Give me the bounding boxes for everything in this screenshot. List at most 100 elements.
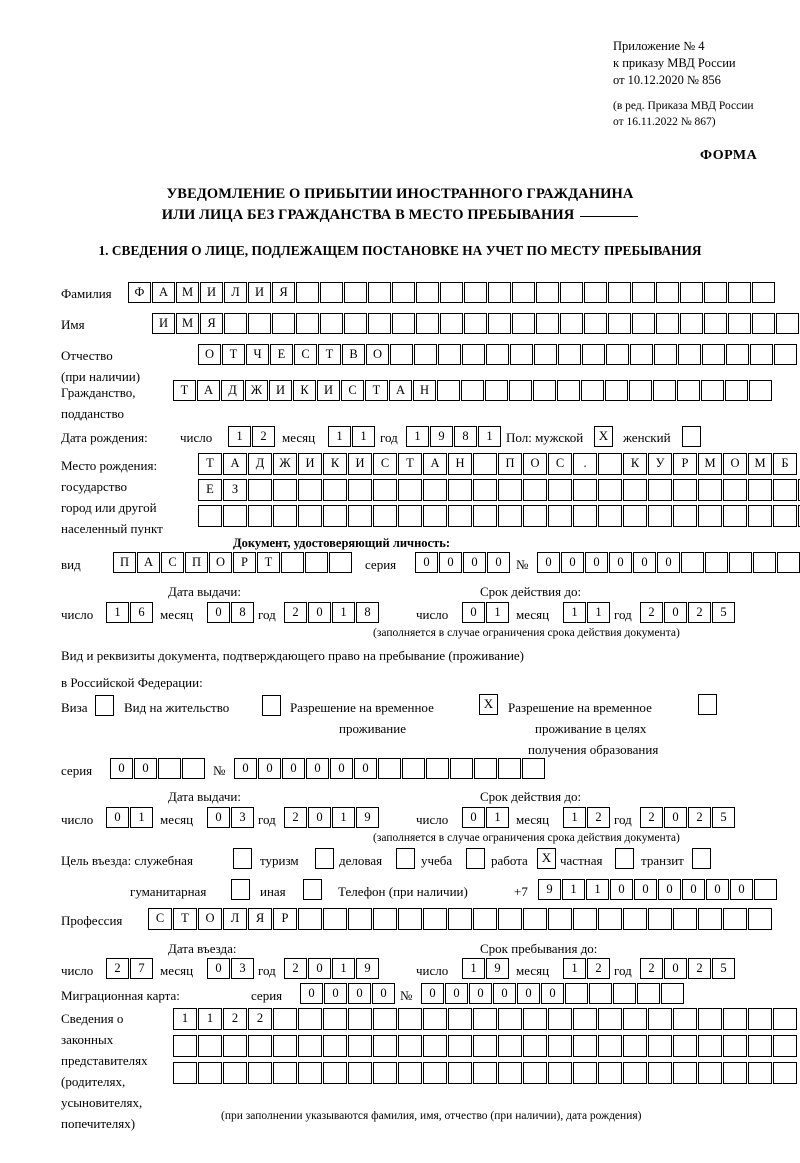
char-cell[interactable] — [344, 282, 367, 303]
char-cell[interactable] — [440, 313, 463, 334]
char-cell[interactable] — [398, 908, 422, 930]
char-cell[interactable]: 8 — [356, 602, 379, 623]
char-cell[interactable] — [416, 313, 439, 334]
char-cell[interactable] — [798, 479, 800, 501]
char-cell[interactable]: К — [323, 453, 347, 475]
char-cell[interactable] — [548, 908, 572, 930]
char-cell[interactable]: 1 — [332, 807, 355, 828]
char-cell[interactable] — [648, 479, 672, 501]
char-cell[interactable] — [223, 1062, 247, 1084]
char-cell[interactable] — [623, 505, 647, 527]
char-cell[interactable] — [298, 505, 322, 527]
checkbox-temp-residence[interactable]: X — [479, 694, 498, 715]
char-cell[interactable]: Т — [198, 453, 222, 475]
char-cell[interactable] — [473, 1008, 497, 1030]
char-cell[interactable] — [773, 505, 797, 527]
char-cell[interactable] — [461, 380, 484, 401]
char-cell[interactable]: 0 — [462, 807, 485, 828]
char-cell[interactable]: К — [623, 453, 647, 475]
char-cell[interactable]: 1 — [563, 958, 586, 979]
checkbox-purpose-humanitarian[interactable] — [231, 879, 250, 900]
char-cell[interactable] — [373, 1008, 397, 1030]
char-cell[interactable] — [648, 505, 672, 527]
char-cell[interactable]: А — [423, 453, 447, 475]
char-cell[interactable] — [348, 505, 372, 527]
char-cell[interactable]: М — [698, 453, 722, 475]
char-cell[interactable]: 0 — [207, 958, 230, 979]
char-cell[interactable]: 1 — [173, 1008, 197, 1030]
char-cell[interactable] — [462, 344, 485, 365]
char-cell[interactable] — [368, 282, 391, 303]
checkbox-purpose-other[interactable] — [303, 879, 322, 900]
char-cell[interactable] — [748, 1035, 772, 1057]
char-cell[interactable] — [557, 380, 580, 401]
char-cell[interactable]: Е — [198, 479, 222, 501]
char-cell[interactable] — [368, 313, 391, 334]
char-cell[interactable]: 9 — [538, 879, 561, 900]
char-cell[interactable] — [523, 908, 547, 930]
char-cell[interactable] — [748, 505, 772, 527]
char-cell[interactable] — [723, 1062, 747, 1084]
char-cell[interactable]: 0 — [207, 602, 230, 623]
char-cell[interactable]: О — [209, 552, 232, 573]
char-cell[interactable]: 1 — [106, 602, 129, 623]
char-cell[interactable]: 0 — [258, 758, 281, 779]
char-cell[interactable] — [373, 1035, 397, 1057]
char-cell[interactable] — [773, 1035, 797, 1057]
char-cell[interactable] — [473, 908, 497, 930]
char-cell[interactable] — [398, 1062, 422, 1084]
char-cell[interactable] — [678, 344, 701, 365]
char-cell[interactable]: Ч — [246, 344, 269, 365]
char-cell[interactable]: 0 — [682, 879, 705, 900]
char-cell[interactable]: 2 — [688, 602, 711, 623]
char-cell[interactable] — [440, 282, 463, 303]
char-cell[interactable] — [248, 313, 271, 334]
char-cell[interactable]: 3 — [231, 958, 254, 979]
char-cell[interactable] — [473, 505, 497, 527]
char-cell[interactable] — [698, 479, 722, 501]
char-cell[interactable]: 1 — [130, 807, 153, 828]
char-cell[interactable] — [573, 1008, 597, 1030]
char-cell[interactable]: 5 — [712, 602, 735, 623]
char-cell[interactable] — [723, 1035, 747, 1057]
char-cell[interactable] — [523, 1035, 547, 1057]
char-cell[interactable] — [536, 313, 559, 334]
checkbox-residence-permit[interactable] — [262, 695, 281, 716]
char-cell[interactable] — [698, 1008, 722, 1030]
char-cell[interactable]: 2 — [106, 958, 129, 979]
char-cell[interactable] — [305, 552, 328, 573]
char-cell[interactable] — [754, 879, 777, 900]
char-cell[interactable]: Б — [773, 453, 797, 475]
char-cell[interactable] — [488, 282, 511, 303]
char-cell[interactable]: 2 — [640, 958, 663, 979]
char-cell[interactable]: 0 — [634, 879, 657, 900]
char-cell[interactable] — [448, 479, 472, 501]
char-cell[interactable]: Н — [448, 453, 472, 475]
char-cell[interactable]: 0 — [463, 552, 486, 573]
char-cell[interactable] — [281, 552, 304, 573]
char-cell[interactable] — [323, 479, 347, 501]
char-cell[interactable] — [320, 313, 343, 334]
char-cell[interactable]: 9 — [486, 958, 509, 979]
char-cell[interactable]: 0 — [664, 807, 687, 828]
char-cell[interactable]: 2 — [284, 958, 307, 979]
char-cell[interactable] — [373, 1062, 397, 1084]
char-cell[interactable]: 0 — [372, 983, 395, 1004]
checkbox-edu-residence[interactable] — [698, 694, 717, 715]
char-cell[interactable]: Т — [365, 380, 388, 401]
char-cell[interactable]: 2 — [688, 958, 711, 979]
char-cell[interactable]: 1 — [486, 807, 509, 828]
char-cell[interactable] — [698, 505, 722, 527]
char-cell[interactable] — [698, 1035, 722, 1057]
char-cell[interactable]: М — [176, 282, 199, 303]
